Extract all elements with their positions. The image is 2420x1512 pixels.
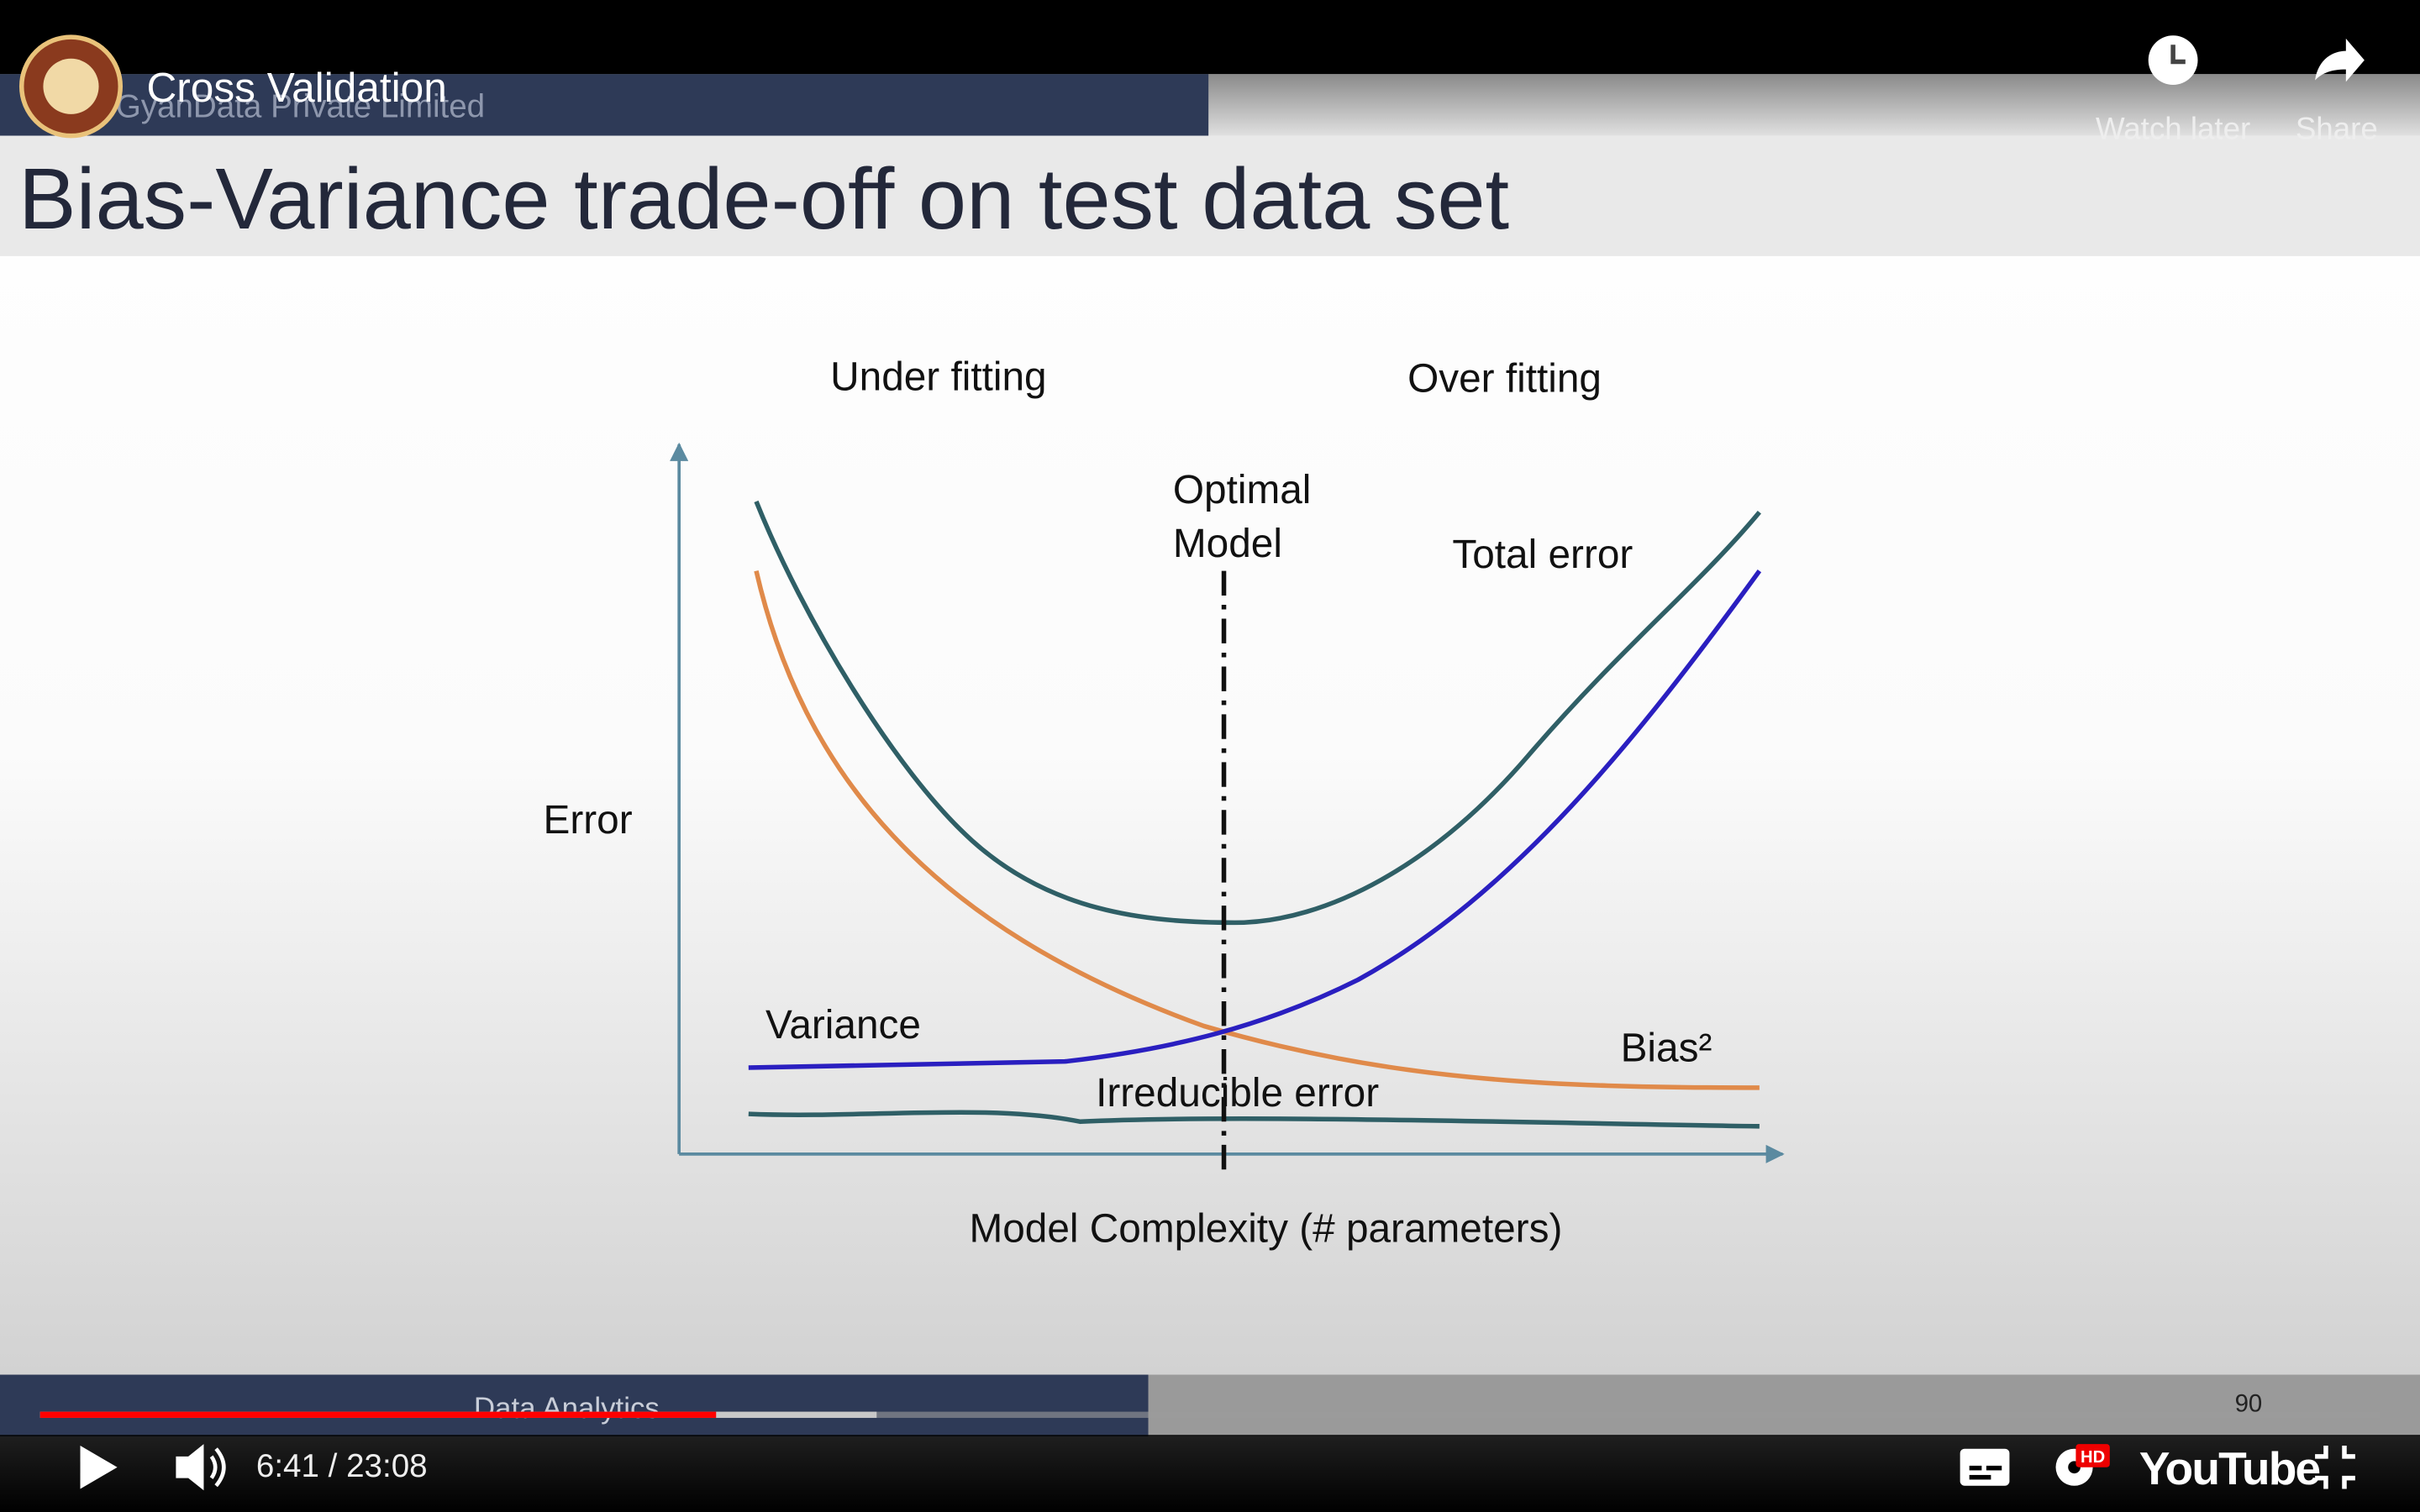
youtube-logo[interactable]: YouTube xyxy=(2139,1442,2322,1494)
top-bar xyxy=(0,0,2420,75)
play-button[interactable] xyxy=(80,1446,118,1489)
cc-line xyxy=(1969,1465,1982,1471)
clock-hands xyxy=(2170,45,2186,65)
bias-curve xyxy=(754,570,1760,1090)
channel-logo-inner xyxy=(43,58,99,114)
cc-line xyxy=(1969,1474,1991,1480)
share-label: Share xyxy=(2296,111,2378,145)
y-axis-label: Error xyxy=(544,798,633,843)
speaker-icon xyxy=(176,1444,204,1491)
progress-played xyxy=(39,1411,717,1418)
volume-waves xyxy=(209,1447,226,1488)
time-display: 6:41 / 23:08 xyxy=(256,1448,428,1484)
slide-header-dark xyxy=(0,74,1209,136)
captions-icon xyxy=(1960,1448,2010,1486)
x-axis-label: Model Complexity (# parameters) xyxy=(969,1207,1562,1252)
label: Variance xyxy=(765,1003,921,1047)
irreducible-error-curve xyxy=(748,1110,1760,1129)
progress-track[interactable] xyxy=(39,1411,2381,1418)
variance-curve xyxy=(748,569,1762,1070)
slide-footer-dark xyxy=(0,1374,1149,1436)
slide-footer: Data Analytics xyxy=(474,1392,660,1425)
label: Over fitting xyxy=(1407,357,1602,402)
settings-button[interactable]: HD xyxy=(2055,1444,2110,1486)
volume-button[interactable] xyxy=(176,1444,226,1491)
captions-button[interactable] xyxy=(1960,1448,2010,1486)
fullscreen-icon xyxy=(2315,1446,2355,1489)
label: Model xyxy=(1173,522,1282,566)
total-error-curve xyxy=(754,500,1761,926)
hd-badge-label: HD xyxy=(2081,1448,2105,1467)
label: Optimal xyxy=(1173,468,1312,512)
label: Total error xyxy=(1452,533,1633,577)
video-title[interactable]: Cross Validation xyxy=(146,64,446,111)
watermark: GyanData Private Limited xyxy=(116,89,485,125)
exit-fullscreen-button[interactable] xyxy=(2315,1446,2355,1489)
label: Irreducible error xyxy=(1096,1071,1379,1116)
share-icon xyxy=(2315,38,2365,82)
watch-later-label: Watch later xyxy=(2096,111,2250,145)
slide-title: Bias-Variance trade-off on test data set xyxy=(18,150,1509,247)
controls-bar xyxy=(0,1435,2420,1512)
cc-line xyxy=(1986,1465,2002,1471)
label: Bias² xyxy=(1621,1026,1712,1071)
slide-title-band xyxy=(0,135,2420,256)
label: Under fitting xyxy=(830,355,1046,400)
share[interactable]: Share xyxy=(2296,38,2378,145)
watch-later[interactable]: Watch later xyxy=(2096,35,2250,145)
diagram: Under fitting Over fitting Optimal Model… xyxy=(544,355,1785,1252)
hd-badge xyxy=(2075,1444,2110,1467)
